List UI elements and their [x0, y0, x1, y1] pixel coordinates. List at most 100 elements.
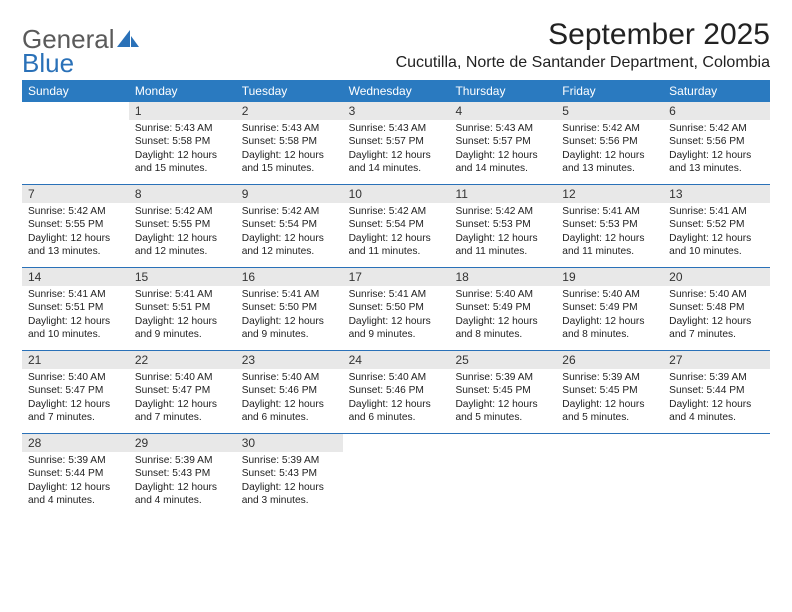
- daylight-text: Daylight: 12 hours and 9 minutes.: [242, 315, 337, 342]
- day-cell: 15Sunrise: 5:41 AMSunset: 5:51 PMDayligh…: [129, 268, 236, 350]
- day-cell: 23Sunrise: 5:40 AMSunset: 5:46 PMDayligh…: [236, 351, 343, 433]
- sunrise-text: Sunrise: 5:41 AM: [562, 205, 657, 218]
- day-body: Sunrise: 5:41 AMSunset: 5:52 PMDaylight:…: [663, 203, 770, 264]
- day-number: 14: [22, 268, 129, 286]
- day-cell: [663, 434, 770, 516]
- daylight-text: Daylight: 12 hours and 7 minutes.: [669, 315, 764, 342]
- day-body: Sunrise: 5:42 AMSunset: 5:54 PMDaylight:…: [343, 203, 450, 264]
- sunset-text: Sunset: 5:58 PM: [135, 135, 230, 148]
- day-body: Sunrise: 5:40 AMSunset: 5:47 PMDaylight:…: [22, 369, 129, 430]
- sunset-text: Sunset: 5:48 PM: [669, 301, 764, 314]
- day-body: Sunrise: 5:43 AMSunset: 5:58 PMDaylight:…: [129, 120, 236, 181]
- day-number: 12: [556, 185, 663, 203]
- dow-header-row: Sunday Monday Tuesday Wednesday Thursday…: [22, 80, 770, 102]
- sunset-text: Sunset: 5:52 PM: [669, 218, 764, 231]
- day-cell: 6Sunrise: 5:42 AMSunset: 5:56 PMDaylight…: [663, 102, 770, 184]
- daylight-text: Daylight: 12 hours and 12 minutes.: [135, 232, 230, 259]
- sunrise-text: Sunrise: 5:39 AM: [135, 454, 230, 467]
- daylight-text: Daylight: 12 hours and 15 minutes.: [135, 149, 230, 176]
- day-body: Sunrise: 5:42 AMSunset: 5:53 PMDaylight:…: [449, 203, 556, 264]
- day-cell: 21Sunrise: 5:40 AMSunset: 5:47 PMDayligh…: [22, 351, 129, 433]
- day-cell: 16Sunrise: 5:41 AMSunset: 5:50 PMDayligh…: [236, 268, 343, 350]
- daylight-text: Daylight: 12 hours and 15 minutes.: [242, 149, 337, 176]
- daylight-text: Daylight: 12 hours and 13 minutes.: [28, 232, 123, 259]
- day-number: 16: [236, 268, 343, 286]
- sunset-text: Sunset: 5:47 PM: [135, 384, 230, 397]
- sunrise-text: Sunrise: 5:42 AM: [349, 205, 444, 218]
- day-body: Sunrise: 5:39 AMSunset: 5:44 PMDaylight:…: [22, 452, 129, 513]
- day-number: 22: [129, 351, 236, 369]
- daylight-text: Daylight: 12 hours and 11 minutes.: [455, 232, 550, 259]
- daylight-text: Daylight: 12 hours and 8 minutes.: [562, 315, 657, 342]
- day-number: 17: [343, 268, 450, 286]
- day-body: Sunrise: 5:40 AMSunset: 5:47 PMDaylight:…: [129, 369, 236, 430]
- week-row: 14Sunrise: 5:41 AMSunset: 5:51 PMDayligh…: [22, 268, 770, 351]
- sunset-text: Sunset: 5:46 PM: [242, 384, 337, 397]
- day-number: 26: [556, 351, 663, 369]
- sunset-text: Sunset: 5:50 PM: [349, 301, 444, 314]
- week-row: 28Sunrise: 5:39 AMSunset: 5:44 PMDayligh…: [22, 434, 770, 516]
- sunrise-text: Sunrise: 5:42 AM: [242, 205, 337, 218]
- day-number: 23: [236, 351, 343, 369]
- logo-text-blue: Blue: [22, 48, 74, 79]
- daylight-text: Daylight: 12 hours and 5 minutes.: [455, 398, 550, 425]
- day-number: 4: [449, 102, 556, 120]
- day-number: 3: [343, 102, 450, 120]
- day-body: Sunrise: 5:43 AMSunset: 5:57 PMDaylight:…: [343, 120, 450, 181]
- sunset-text: Sunset: 5:53 PM: [455, 218, 550, 231]
- sunset-text: Sunset: 5:49 PM: [455, 301, 550, 314]
- day-number: [449, 434, 556, 438]
- daylight-text: Daylight: 12 hours and 9 minutes.: [349, 315, 444, 342]
- dow-monday: Monday: [129, 80, 236, 102]
- sunrise-text: Sunrise: 5:43 AM: [455, 122, 550, 135]
- day-cell: 7Sunrise: 5:42 AMSunset: 5:55 PMDaylight…: [22, 185, 129, 267]
- sunset-text: Sunset: 5:57 PM: [455, 135, 550, 148]
- day-number: 18: [449, 268, 556, 286]
- day-number: 19: [556, 268, 663, 286]
- day-body: Sunrise: 5:39 AMSunset: 5:45 PMDaylight:…: [556, 369, 663, 430]
- sunrise-text: Sunrise: 5:39 AM: [669, 371, 764, 384]
- day-cell: 4 Sunrise: 5:43 AMSunset: 5:57 PMDaylight…: [449, 102, 556, 184]
- day-body: Sunrise: 5:40 AMSunset: 5:49 PMDaylight:…: [449, 286, 556, 347]
- day-cell: 26Sunrise: 5:39 AMSunset: 5:45 PMDayligh…: [556, 351, 663, 433]
- day-cell: [22, 102, 129, 184]
- day-cell: 18Sunrise: 5:40 AMSunset: 5:49 PMDayligh…: [449, 268, 556, 350]
- day-cell: 19Sunrise: 5:40 AMSunset: 5:49 PMDayligh…: [556, 268, 663, 350]
- daylight-text: Daylight: 12 hours and 7 minutes.: [135, 398, 230, 425]
- dow-sunday: Sunday: [22, 80, 129, 102]
- dow-friday: Friday: [556, 80, 663, 102]
- sunrise-text: Sunrise: 5:40 AM: [669, 288, 764, 301]
- day-cell: 12Sunrise: 5:41 AMSunset: 5:53 PMDayligh…: [556, 185, 663, 267]
- daylight-text: Daylight: 12 hours and 7 minutes.: [28, 398, 123, 425]
- sunset-text: Sunset: 5:54 PM: [242, 218, 337, 231]
- day-body: Sunrise: 5:42 AMSunset: 5:55 PMDaylight:…: [129, 203, 236, 264]
- day-cell: 10Sunrise: 5:42 AMSunset: 5:54 PMDayligh…: [343, 185, 450, 267]
- daylight-text: Daylight: 12 hours and 14 minutes.: [455, 149, 550, 176]
- sunrise-text: Sunrise: 5:40 AM: [455, 288, 550, 301]
- day-cell: 1Sunrise: 5:43 AMSunset: 5:58 PMDaylight…: [129, 102, 236, 184]
- day-number: [663, 434, 770, 438]
- day-body: Sunrise: 5:40 AMSunset: 5:46 PMDaylight:…: [236, 369, 343, 430]
- day-number: 27: [663, 351, 770, 369]
- day-number: 24: [343, 351, 450, 369]
- weeks-container: 1Sunrise: 5:43 AMSunset: 5:58 PMDaylight…: [22, 102, 770, 516]
- sunrise-text: Sunrise: 5:39 AM: [562, 371, 657, 384]
- sunset-text: Sunset: 5:43 PM: [135, 467, 230, 480]
- day-number: 30: [236, 434, 343, 452]
- day-cell: [556, 434, 663, 516]
- day-number: [556, 434, 663, 438]
- day-number: 21: [22, 351, 129, 369]
- day-cell: 27Sunrise: 5:39 AMSunset: 5:44 PMDayligh…: [663, 351, 770, 433]
- dow-wednesday: Wednesday: [343, 80, 450, 102]
- daylight-text: Daylight: 12 hours and 10 minutes.: [28, 315, 123, 342]
- day-number: 7: [22, 185, 129, 203]
- day-body: Sunrise: 5:41 AMSunset: 5:50 PMDaylight:…: [236, 286, 343, 347]
- sunrise-text: Sunrise: 5:41 AM: [135, 288, 230, 301]
- daylight-text: Daylight: 12 hours and 10 minutes.: [669, 232, 764, 259]
- day-body: Sunrise: 5:43 AMSunset: 5:58 PMDaylight:…: [236, 120, 343, 181]
- daylight-text: Daylight: 12 hours and 14 minutes.: [349, 149, 444, 176]
- sunrise-text: Sunrise: 5:40 AM: [28, 371, 123, 384]
- location: Cucutilla, Norte de Santander Department…: [396, 54, 770, 72]
- sunrise-text: Sunrise: 5:40 AM: [562, 288, 657, 301]
- day-number: 29: [129, 434, 236, 452]
